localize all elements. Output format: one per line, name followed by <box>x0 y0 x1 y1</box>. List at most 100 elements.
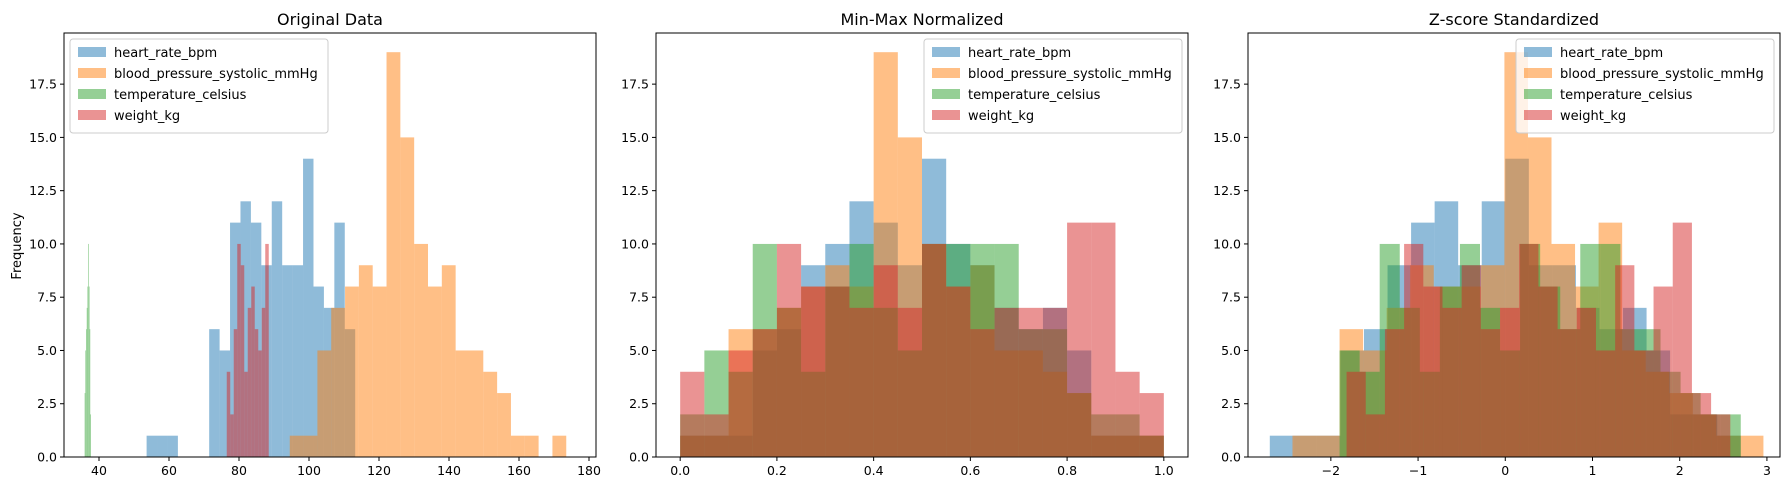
chart-panel-1: Original Data 40 60 80 100 120 140 160 180 0.0 2.5… <box>29 10 601 478</box>
y-tick-label: 15.0 <box>1213 130 1241 145</box>
bar-temperature_celsius-3 <box>86 307 88 457</box>
bar-weight_kg-16 <box>1067 222 1092 457</box>
bars <box>1269 52 1764 457</box>
bar-weight_kg-7 <box>251 286 255 457</box>
x-tick-label: 0.6 <box>960 463 980 478</box>
bar-blood_pressure_systolic_mmHg-15 <box>497 393 511 457</box>
y-tick-label: 7.5 <box>1221 290 1241 305</box>
bar-weight_kg-19 <box>1711 414 1731 457</box>
bar-temperature_celsius-7 <box>89 329 91 457</box>
legend-label-weight_kg: weight_kg <box>1560 109 1626 124</box>
x-tick-label: 0.0 <box>670 463 690 478</box>
bar-weight_kg-2 <box>233 329 238 457</box>
y-tick-label: 5.0 <box>37 343 57 358</box>
legend: heart_rate_bpm blood_pressure_systolic_mm… <box>923 38 1183 134</box>
chart-panel-3: Z-score Standardized −2 −1 0 1 2 3 0.0 2.5 5.0 7.5… <box>1213 10 1781 478</box>
bars <box>84 52 567 457</box>
bar-blood_pressure_systolic_mmHg-19 <box>552 435 567 457</box>
x-tick-label: 160 <box>507 463 531 478</box>
legend-label-heart_rate_bpm: heart_rate_bpm <box>114 46 217 61</box>
bar-heart_rate_bpm-12 <box>271 201 283 457</box>
bar-temperature_celsius-6 <box>88 286 90 457</box>
axes-frame <box>1247 32 1781 458</box>
x-tick-label: 0.2 <box>767 463 787 478</box>
x-tick-label: 40 <box>91 463 107 478</box>
bar-temperature_celsius-0 <box>84 393 86 457</box>
legend-label-heart_rate_bpm: heart_rate_bpm <box>1560 46 1663 61</box>
x-tick-label: 60 <box>161 463 177 478</box>
bar-weight_kg-1 <box>704 414 729 457</box>
bar-heart_rate_bpm-2 <box>167 435 178 457</box>
bar-temperature_celsius-5 <box>88 243 89 457</box>
y-tick-label: 10.0 <box>621 236 649 251</box>
bar-heart_rate_bpm-1 <box>157 435 168 457</box>
legend-swatch-weight_kg <box>1524 110 1552 120</box>
legend-label-blood_pressure_systolic_mmHg: blood_pressure_systolic_mmHg <box>968 67 1172 82</box>
y-tick-label: 2.5 <box>1221 396 1241 411</box>
y-tick-label: 0.0 <box>1221 450 1241 465</box>
bar-blood_pressure_systolic_mmHg-14 <box>483 371 498 457</box>
bar-blood_pressure_systolic_mmHg-11 <box>441 265 456 457</box>
legend-swatch-heart_rate_bpm <box>78 47 106 57</box>
chart-panel-2: Min-Max Normalized 0.0 0.2 0.4 0.6 0.8 1.0 0.0 2… <box>621 10 1189 478</box>
bar-blood_pressure_systolic_mmHg-17 <box>524 435 539 457</box>
bar-weight_kg-9 <box>1519 243 1539 457</box>
bar-blood_pressure_systolic_mmHg-0 <box>289 435 304 457</box>
bar-weight_kg-3 <box>1404 243 1424 457</box>
bar-weight_kg-12 <box>1576 307 1596 457</box>
bar-weight_kg-8 <box>254 329 259 457</box>
bar-temperature_celsius-1 <box>85 350 87 457</box>
bar-temperature_celsius-8 <box>90 414 91 457</box>
bar-weight_kg-16 <box>1653 286 1673 457</box>
legend-label-temperature_celsius: temperature_celsius <box>114 88 247 103</box>
bar-weight_kg-13 <box>1595 350 1616 457</box>
bar-weight_kg-18 <box>1115 371 1140 457</box>
x-tick-label: 2 <box>1676 463 1684 478</box>
legend-swatch-blood_pressure_systolic_mmHg <box>1524 68 1552 78</box>
x-tick-label: 0.4 <box>864 463 884 478</box>
bar-weight_kg-3 <box>752 329 777 457</box>
bar-weight_kg-1 <box>1365 414 1385 457</box>
bar-weight_kg-4 <box>776 243 802 457</box>
bar-blood_pressure_systolic_mmHg-1 <box>1316 435 1340 457</box>
legend-swatch-weight_kg <box>932 110 960 120</box>
bar-heart_rate_bpm-9 <box>240 201 251 457</box>
bar-blood_pressure_systolic_mmHg-4 <box>345 286 359 457</box>
legend-label-weight_kg: weight_kg <box>114 109 180 124</box>
bar-temperature_celsius-4 <box>87 286 89 457</box>
bar-weight_kg-1 <box>230 414 234 457</box>
legend-swatch-blood_pressure_systolic_mmHg <box>78 68 106 78</box>
bars <box>680 52 1164 457</box>
chart-title: Min-Max Normalized <box>840 10 1003 29</box>
bar-blood_pressure_systolic_mmHg-7 <box>386 52 401 457</box>
legend-label-blood_pressure_systolic_mmHg: blood_pressure_systolic_mmHg <box>1560 67 1764 82</box>
bar-weight_kg-9 <box>258 350 262 457</box>
bar-blood_pressure_systolic_mmHg-1 <box>303 435 318 457</box>
bar-blood_pressure_systolic_mmHg-6 <box>372 286 387 457</box>
bar-weight_kg-11 <box>946 286 971 457</box>
y-tick-label: 5.0 <box>629 343 649 358</box>
bar-temperature_celsius-2 <box>86 329 87 457</box>
bar-weight_kg-15 <box>1634 350 1654 457</box>
bar-weight_kg-17 <box>1672 222 1692 457</box>
bar-heart_rate_bpm-0 <box>146 435 158 457</box>
legend-label-blood_pressure_systolic_mmHg: blood_pressure_systolic_mmHg <box>114 67 318 82</box>
x-tick-label: 1 <box>1589 463 1597 478</box>
bar-weight_kg-2 <box>728 350 753 457</box>
bar-blood_pressure_systolic_mmHg-5 <box>358 265 373 457</box>
bar-weight_kg-10 <box>1538 286 1558 457</box>
bar-heart_rate_bpm-0 <box>1269 435 1294 457</box>
x-tick-label: 100 <box>297 463 321 478</box>
legend-swatch-temperature_celsius <box>932 89 960 99</box>
bar-weight_kg-6 <box>825 286 850 457</box>
chart-title: Z-score Standardized <box>1429 10 1599 29</box>
legend-swatch-heart_rate_bpm <box>1524 47 1552 57</box>
y-tick-label: 7.5 <box>37 290 57 305</box>
y-tick-label: 10.0 <box>1213 236 1241 251</box>
bar-blood_pressure_systolic_mmHg-8 <box>400 137 415 457</box>
y-tick-label: 2.5 <box>629 396 649 411</box>
y-tick-label: 0.0 <box>629 450 649 465</box>
bar-weight_kg-11 <box>265 243 269 457</box>
bar-weight_kg-0 <box>680 371 705 457</box>
legend-swatch-blood_pressure_systolic_mmHg <box>932 68 960 78</box>
